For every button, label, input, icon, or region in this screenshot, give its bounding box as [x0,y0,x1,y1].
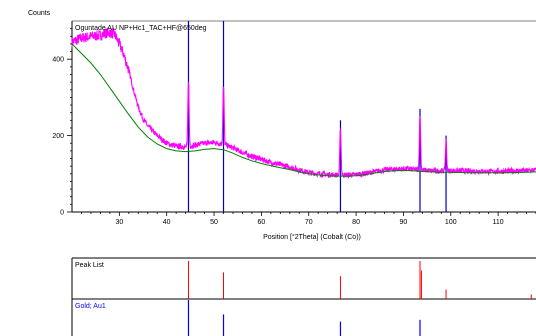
x-tick-label: 50 [210,219,218,226]
y-tick-label: 200 [52,133,64,140]
y-tick-label: 0 [60,210,64,217]
x-tick-label: 100 [445,219,457,226]
x-tick-label: 30 [115,219,123,226]
y-axis-label: Counts [28,10,51,17]
gold-reference-label: Gold; Au1 [75,303,106,310]
x-tick-label: 80 [352,219,360,226]
peak-list-label: Peak List [75,262,104,269]
x-tick-label: 90 [400,219,408,226]
plot-area [72,21,536,212]
chart-title: Oguntade AU NP+Hc1_TAC+HF@650deg [75,25,207,32]
x-tick-label: 110 [493,219,504,226]
diffractogram-plot: Counts 30 40 50 60 70 80 90 100 110 0 200 400 Ogun… [28,10,536,241]
x-axis-label: Position [°2Theta] (Cobalt (Co)) [263,233,361,241]
peak-list-panel: Peak List Gold; Au1 [71,257,536,336]
x-tick-label: 60 [257,219,265,226]
background-curve [71,43,536,177]
x-tick-label: 40 [163,219,171,226]
y-tick-label: 400 [52,57,64,64]
x-tick-label: 70 [305,219,313,226]
